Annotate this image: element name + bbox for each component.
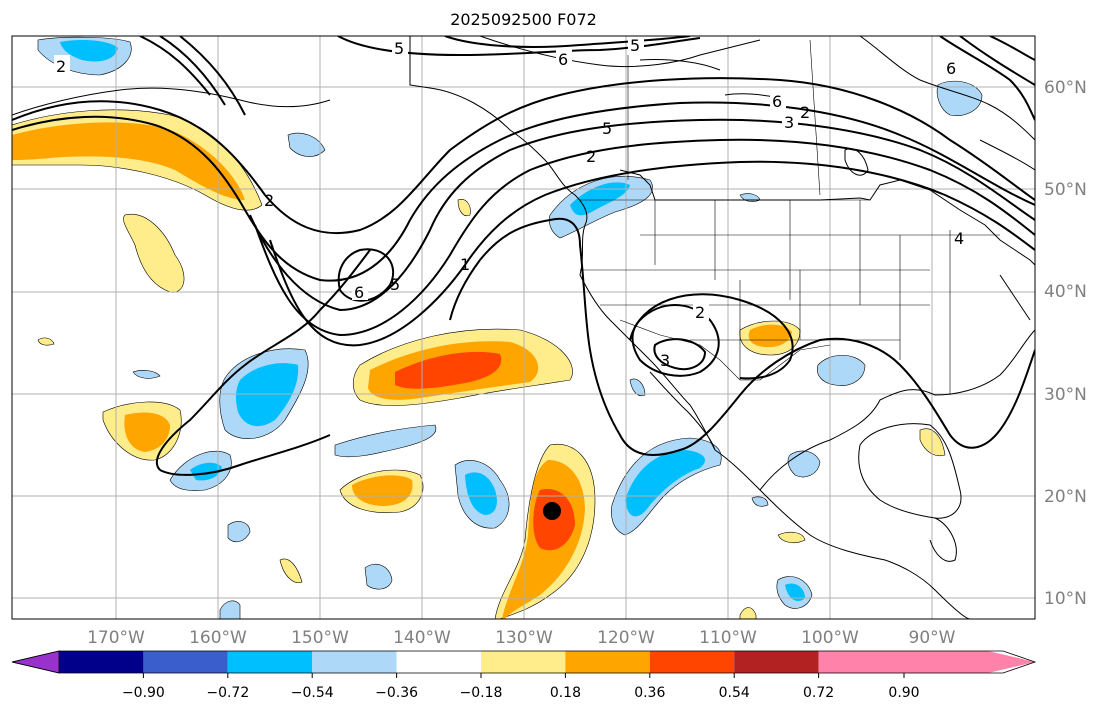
colorbar-segment [649, 651, 735, 673]
coastlines [12, 36, 1035, 619]
latitude-labels: 60°N 50°N 40°N 30°N 20°N 10°N [1044, 78, 1087, 609]
contour-label: 5 [630, 36, 640, 55]
lon-label: 100°W [801, 628, 859, 648]
lon-label: 130°W [495, 628, 553, 648]
contour-label: 6 [946, 59, 956, 78]
contour-label: 6 [772, 92, 782, 111]
lon-label: 150°W [291, 628, 349, 648]
contour-label: 2 [800, 103, 810, 122]
colorbar-segment [312, 651, 397, 673]
contour-label: 6 [354, 283, 364, 302]
lon-label: 160°W [189, 628, 247, 648]
contour-label: 2 [56, 57, 66, 76]
lat-label: 30°N [1044, 385, 1087, 405]
contour-label: 2 [264, 191, 274, 210]
contour-label: 5 [394, 39, 404, 58]
lat-label: 10°N [1044, 589, 1087, 609]
contour-label: 2 [586, 147, 596, 166]
contour-label-group: 2 5 6 5 6 6 3 2 5 2 1 2 5 6 4 2 3 [54, 35, 964, 370]
colorbar-over-arrow [904, 651, 1035, 673]
lat-label: 20°N [1044, 487, 1087, 507]
colorbar-segment [481, 651, 566, 673]
colorbar-tick-label: −0.72 [206, 685, 249, 701]
storm-center-marker [543, 502, 561, 520]
political-borders [580, 39, 1000, 395]
longitude-labels: 170°W 160°W 150°W 140°W 130°W 120°W 110°… [87, 628, 956, 648]
graticule [12, 36, 1035, 619]
lat-label: 50°N [1044, 180, 1087, 200]
colorbar-segment [143, 651, 228, 673]
colorbar-tick-label: −0.54 [291, 685, 334, 701]
map-frame [11, 35, 1036, 620]
lon-label: 170°W [87, 628, 145, 648]
colorbar-segment [818, 651, 904, 673]
lat-label: 40°N [1044, 282, 1087, 302]
contour-label: 3 [660, 351, 670, 370]
map-field [12, 36, 1035, 619]
positive-anomaly-shading [12, 109, 946, 619]
colorbar-segment [227, 651, 313, 673]
contour-label: 1 [460, 255, 470, 274]
contour-label: 4 [954, 229, 964, 248]
colorbar-tick-label: 0.54 [719, 685, 750, 701]
height-contours [12, 36, 1035, 476]
colorbar-tick-label: 0.36 [634, 685, 665, 701]
map-title: 2025092500 F072 [450, 10, 597, 29]
colorbar-segment [59, 651, 144, 673]
colorbar: −0.90 −0.72 −0.54 −0.36 −0.18 0.18 0.36 … [11, 650, 1037, 701]
lon-label: 140°W [393, 628, 451, 648]
colorbar-tick-label: 0.72 [803, 685, 834, 701]
lon-label: 120°W [597, 628, 655, 648]
contour-label: 6 [558, 50, 568, 69]
colorbar-segment [734, 651, 819, 673]
colorbar-segment [396, 651, 481, 673]
contour-label: 5 [390, 275, 400, 294]
colorbar-tick-label: 0.90 [888, 685, 919, 701]
colorbar-tick-label: 0.18 [550, 685, 581, 701]
colorbar-tick-label: −0.90 [122, 685, 165, 701]
colorbar-under-arrow [11, 650, 60, 674]
colorbar-segment [565, 651, 650, 673]
lat-label: 60°N [1044, 78, 1087, 98]
colorbar-tick-label: −0.36 [375, 685, 418, 701]
contour-label: 2 [695, 303, 705, 322]
contour-label: 3 [784, 113, 794, 132]
contour-label: 5 [602, 119, 612, 138]
colorbar-tick-label: −0.18 [460, 685, 503, 701]
lon-label: 90°W [909, 628, 956, 648]
lon-label: 110°W [699, 628, 757, 648]
